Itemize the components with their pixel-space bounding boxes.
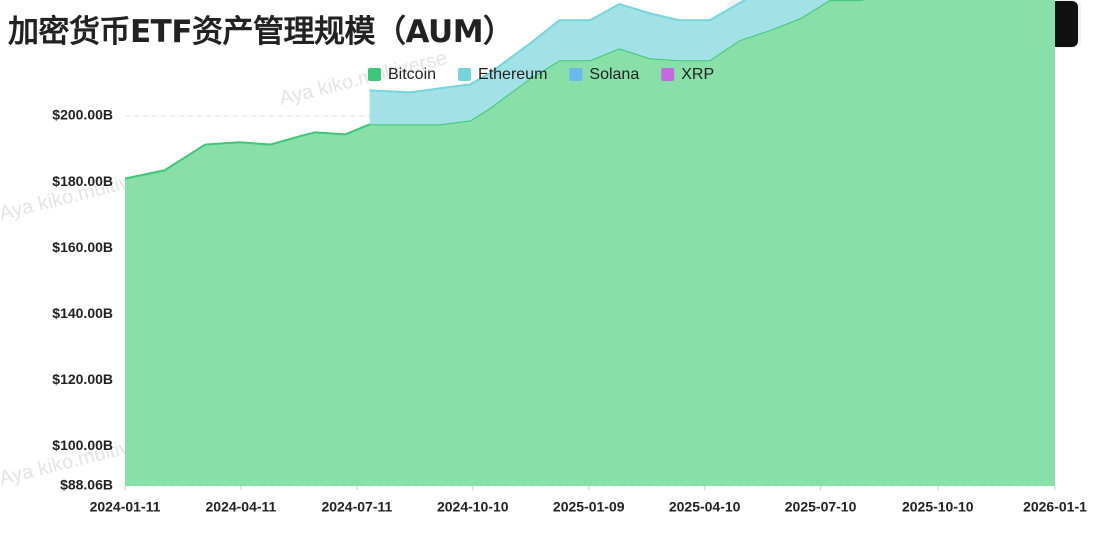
area-line xyxy=(369,0,748,94)
x-tick-label: 2024-07-11 xyxy=(321,499,392,515)
legend-label: Solana xyxy=(589,66,639,83)
legend-label: Bitcoin xyxy=(388,66,436,83)
legend-swatch xyxy=(569,68,583,81)
legend-swatch xyxy=(661,68,675,81)
y-tick-label: $160.00B xyxy=(52,239,113,255)
area xyxy=(369,0,861,125)
y-tick-label: $120.00B xyxy=(52,371,113,387)
y-tick-label: $88.06B xyxy=(60,477,113,493)
y-tick-label: $100.00B xyxy=(52,437,113,453)
legend-label: Ethereum xyxy=(478,66,547,83)
x-tick-label: 2024-10-10 xyxy=(437,499,509,515)
legend-swatch xyxy=(458,68,472,81)
legend-label: XRP xyxy=(681,66,714,83)
x-tick-label: 2024-04-11 xyxy=(206,499,277,515)
y-tick-label: $200.00B xyxy=(52,107,113,123)
x-tick-label: 2026-01-1 xyxy=(1023,499,1087,515)
x-tick-label: 2025-04-10 xyxy=(669,499,741,515)
legend-swatch xyxy=(368,68,381,81)
chart-title: 加密货币ETF资产管理规模（AUM） xyxy=(8,14,514,50)
y-tick-label: $180.00B xyxy=(52,173,113,189)
area xyxy=(125,0,1055,486)
x-tick-label: 2024-01-11 xyxy=(90,499,161,515)
x-tick-label: 2025-01-09 xyxy=(553,499,625,515)
x-tick-label: 2025-10-10 xyxy=(902,499,974,515)
x-tick-label: 2025-07-10 xyxy=(785,499,857,515)
y-tick-label: $140.00B xyxy=(52,305,113,321)
